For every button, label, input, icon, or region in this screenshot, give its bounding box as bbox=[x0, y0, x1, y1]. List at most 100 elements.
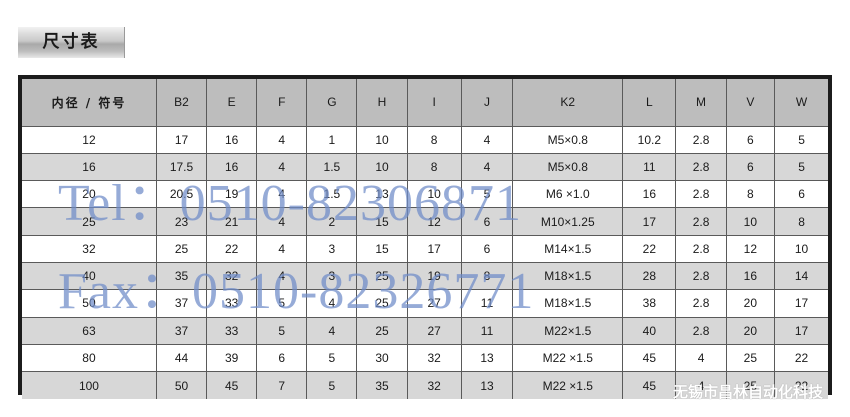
cell-j: 8 bbox=[461, 262, 514, 291]
cell-f: 4 bbox=[256, 235, 308, 263]
cell-v: 20 bbox=[726, 317, 776, 345]
cell-k2: M18×1.5 bbox=[512, 289, 624, 318]
cell-e: 45 bbox=[206, 371, 258, 399]
column-header-j: J bbox=[461, 79, 514, 127]
cell-m: 2.8 bbox=[675, 317, 727, 345]
cell-i: 12 bbox=[407, 207, 462, 236]
cell-l: 28 bbox=[622, 262, 677, 291]
cell-b2: 44 bbox=[156, 344, 208, 373]
table-row: 12 17 16 4 1 10 8 4 M5×0.8 10.2 2.8 6 5 bbox=[22, 126, 828, 154]
table-row: 16 17.5 16 4 1.5 10 8 4 M5×0.8 11 2.8 6 … bbox=[22, 153, 828, 182]
cell-m: 2.8 bbox=[675, 153, 727, 182]
cell-m: 2.8 bbox=[675, 289, 727, 318]
cell-g: 1.5 bbox=[306, 180, 358, 209]
cell-f: 4 bbox=[256, 262, 308, 291]
cell-m: 4 bbox=[675, 371, 727, 399]
cell-k2: M14×1.5 bbox=[512, 235, 624, 263]
cell-v: 25 bbox=[726, 344, 776, 373]
cell-j: 11 bbox=[461, 289, 514, 318]
cell-e: 39 bbox=[206, 344, 258, 373]
cell-bore: 40 bbox=[22, 262, 157, 291]
column-header-k2: K2 bbox=[512, 79, 624, 127]
cell-v: 16 bbox=[726, 262, 776, 291]
cell-h: 15 bbox=[356, 235, 408, 263]
cell-i: 10 bbox=[407, 180, 462, 209]
column-header-f: F bbox=[256, 79, 308, 127]
cell-h: 30 bbox=[356, 344, 408, 373]
cell-l: 45 bbox=[622, 344, 677, 373]
cell-v: 6 bbox=[726, 126, 776, 154]
cell-f: 6 bbox=[256, 344, 308, 373]
cell-l: 40 bbox=[622, 317, 677, 345]
cell-e: 33 bbox=[206, 317, 258, 345]
cell-m: 2.8 bbox=[675, 262, 727, 291]
dimension-table-container: 内径 / 符号 B2 E F G H I J K2 L M V W 12 bbox=[18, 75, 832, 399]
cell-b2: 17 bbox=[156, 126, 208, 154]
cell-h: 35 bbox=[356, 371, 408, 399]
cell-l: 16 bbox=[622, 180, 677, 209]
cell-i: 8 bbox=[407, 126, 462, 154]
cell-k2: M22 ×1.5 bbox=[512, 371, 624, 399]
cell-w: 5 bbox=[774, 153, 828, 182]
cell-l: 11 bbox=[622, 153, 677, 182]
cell-g: 4 bbox=[306, 317, 358, 345]
cell-bore: 25 bbox=[22, 207, 157, 236]
cell-w: 5 bbox=[774, 126, 828, 154]
cell-g: 2 bbox=[306, 207, 358, 236]
cell-h: 25 bbox=[356, 289, 408, 318]
cell-f: 5 bbox=[256, 289, 308, 318]
cell-bore: 100 bbox=[22, 371, 157, 399]
cell-j: 13 bbox=[461, 371, 514, 399]
cell-j: 4 bbox=[461, 126, 514, 154]
cell-j: 4 bbox=[461, 153, 514, 182]
table-row: 50 37 33 5 4 25 27 11 M18×1.5 38 2.8 20 … bbox=[22, 289, 828, 318]
column-header-m: M bbox=[675, 79, 727, 127]
column-header-b2: B2 bbox=[156, 79, 208, 127]
column-header-l: L bbox=[622, 79, 677, 127]
cell-h: 15 bbox=[356, 207, 408, 236]
cell-w: 10 bbox=[774, 235, 828, 263]
cell-b2: 17.5 bbox=[156, 153, 208, 182]
cell-g: 1 bbox=[306, 126, 358, 154]
cell-w: 22 bbox=[774, 371, 828, 399]
column-header-e: E bbox=[206, 79, 258, 127]
table-row: 25 23 21 4 2 15 12 6 M10×1.25 17 2.8 10 … bbox=[22, 207, 828, 236]
cell-e: 22 bbox=[206, 235, 258, 263]
cell-m: 2.8 bbox=[675, 180, 727, 209]
table-row: 32 25 22 4 3 15 17 6 M14×1.5 22 2.8 12 1… bbox=[22, 235, 828, 263]
cell-b2: 23 bbox=[156, 207, 208, 236]
cell-bore: 16 bbox=[22, 153, 157, 182]
cell-j: 5 bbox=[461, 180, 514, 209]
cell-m: 2.8 bbox=[675, 207, 727, 236]
cell-l: 45 bbox=[622, 371, 677, 399]
cell-i: 8 bbox=[407, 153, 462, 182]
table-row: 20 20.5 19 4 1.5 13 10 5 M6 ×1.0 16 2.8 … bbox=[22, 180, 828, 209]
cell-g: 4 bbox=[306, 289, 358, 318]
table-body: 12 17 16 4 1 10 8 4 M5×0.8 10.2 2.8 6 5 … bbox=[22, 126, 828, 399]
cell-bore: 50 bbox=[22, 289, 157, 318]
cell-bore: 63 bbox=[22, 317, 157, 345]
cell-g: 3 bbox=[306, 235, 358, 263]
cell-e: 21 bbox=[206, 207, 258, 236]
cell-bore: 12 bbox=[22, 126, 157, 154]
cell-l: 38 bbox=[622, 289, 677, 318]
cell-bore: 80 bbox=[22, 344, 157, 373]
table-row: 63 37 33 5 4 25 27 11 M22×1.5 40 2.8 20 … bbox=[22, 317, 828, 345]
cell-k2: M22×1.5 bbox=[512, 317, 624, 345]
cell-w: 22 bbox=[774, 344, 828, 373]
cell-i: 19 bbox=[407, 262, 462, 291]
cell-j: 6 bbox=[461, 207, 514, 236]
cell-w: 14 bbox=[774, 262, 828, 291]
cell-h: 10 bbox=[356, 153, 408, 182]
cell-b2: 50 bbox=[156, 371, 208, 399]
cell-i: 17 bbox=[407, 235, 462, 263]
cell-v: 20 bbox=[726, 289, 776, 318]
column-header-h: H bbox=[356, 79, 408, 127]
cell-k2: M5×0.8 bbox=[512, 153, 624, 182]
section-title-label: 尺寸表 bbox=[42, 32, 100, 52]
cell-m: 2.8 bbox=[675, 126, 727, 154]
cell-e: 16 bbox=[206, 153, 258, 182]
cell-e: 16 bbox=[206, 126, 258, 154]
column-header-w: W bbox=[774, 79, 828, 127]
cell-f: 4 bbox=[256, 207, 308, 236]
